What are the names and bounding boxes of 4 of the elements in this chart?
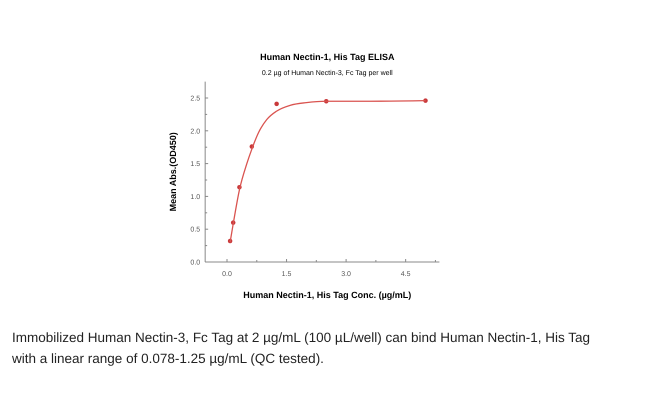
- x-axis-title: Human Nectin-1, His Tag Conc. (µg/mL): [243, 290, 412, 300]
- chart-title: Human Nectin-1, His Tag ELISA: [260, 52, 395, 62]
- text: Immobilized Human Nectin-3, Fc Tag at 2 µg/mL (100 µL/well) can bind Human Nectin-1, His Tag with a linear range of 0.078-1.25 µg/mL (QC tested).: [11, 330, 590, 366]
- y-axis-title: Mean Abs.(OD450): [168, 132, 178, 212]
